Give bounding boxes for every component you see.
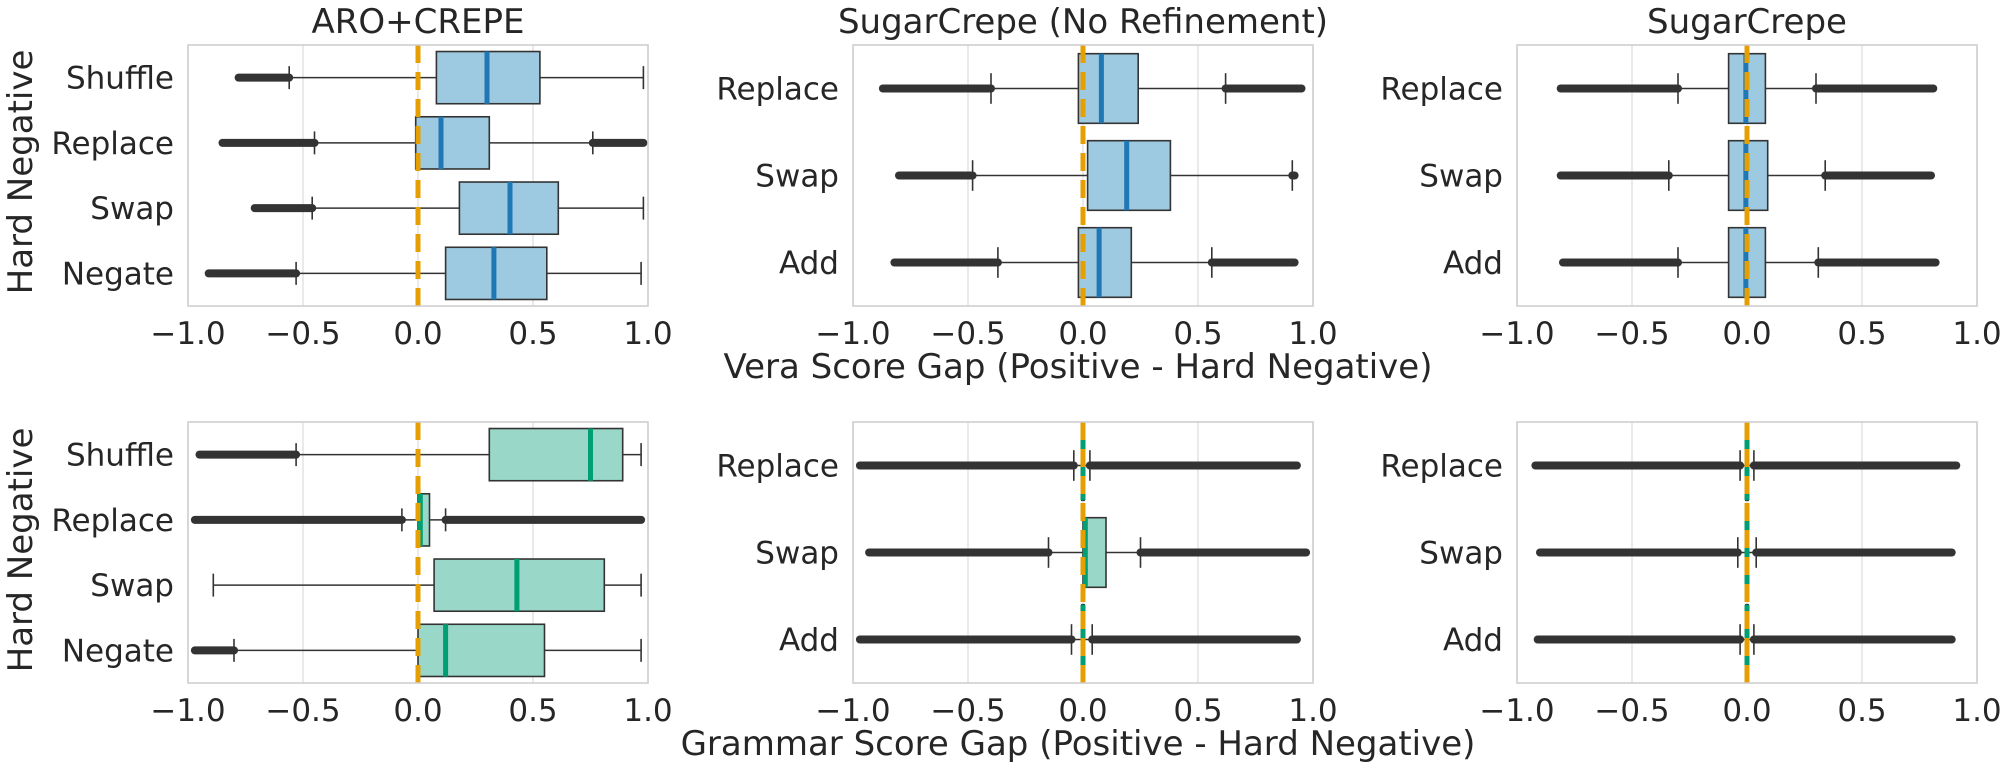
category-label: Swap [90,191,174,227]
category-label: Add [1443,623,1503,659]
box-swap [895,139,1299,212]
panel-title: SugarCrepe (No Refinement) [838,2,1328,42]
category-label: Replace [51,503,174,539]
panel-frame [1516,421,1978,684]
category-label: Swap [755,536,839,572]
x-tick-label: −0.5 [1594,316,1669,352]
x-tick-label: −1.0 [815,316,890,352]
panel-frame [852,421,1314,684]
category-label: Shuffle [66,438,174,474]
x-tick-label: 0.5 [1837,693,1886,729]
box-shuffle [195,427,642,482]
category-label: Replace [1380,72,1503,108]
panel-frame [187,421,649,684]
x-tick-label: 0.0 [1058,316,1107,352]
x-tick-label: 0.0 [1722,316,1771,352]
x-tick-label: 1.0 [623,316,672,352]
iqr-box [417,623,546,678]
iqr-box [414,115,491,170]
category-label: Replace [51,126,174,162]
category-label: Replace [716,72,839,108]
category-label: Replace [1380,449,1503,485]
panel-frame [187,44,649,307]
box-swap [1556,139,1935,212]
box-replace [855,429,1301,502]
x-tick-label: 1.0 [1288,316,1337,352]
box-swap [1536,516,1956,589]
box-replace [1556,52,1938,125]
x-tick-label: −1.0 [1479,693,1554,729]
category-label: Add [779,623,839,659]
box-swap [865,516,1311,589]
x-tick-label: 0.5 [1173,316,1222,352]
category-label: Shuffle [66,61,174,97]
box-replace [218,115,648,170]
iqr-box [1077,226,1133,299]
box-negate [190,623,642,678]
panel-grammar-sugarcrepe-norefine: Replace Swap Add −1.0 −0.5 0.0 0.5 1.0 [716,421,1338,729]
category-label: Add [1443,246,1503,282]
box-swap [212,558,642,613]
x-tick-label: 0.0 [1722,693,1771,729]
panel-vera-sugarcrepe-norefine: Replace Swap Add −1.0 −0.5 0.0 0.5 1.0 SugarCrep… [716,2,1337,352]
category-label: Negate [62,256,174,292]
box-shuffle [234,50,645,105]
xlabel-grammar: Grammar Score Gap (Positive - Hard Negat… [681,724,1476,764]
category-label: Add [779,246,839,282]
category-label: Replace [716,449,839,485]
x-tick-label: 0.0 [393,693,442,729]
x-tick-label: 0.0 [1058,693,1107,729]
panel-frame [1516,44,1978,307]
x-tick-label: −0.5 [265,316,340,352]
iqr-box [1077,52,1140,125]
panel-grammar-aro-crepe: Shuffle Replace Swap Negate −1.0 −0.5 0.0 0.5 1.… [51,421,673,729]
panel-frame [852,44,1314,307]
category-label: Swap [1419,536,1503,572]
panel-grammar-sugarcrepe: Replace Swap Add −1.0 −0.5 0.0 0.5 1.0 [1380,421,2002,729]
panel-vera-sugarcrepe: Replace Swap Add −1.0 −0.5 0.0 0.5 1.0 SugarCrep… [1380,2,2001,352]
x-tick-label: −0.5 [1594,693,1669,729]
x-tick-label: 0.5 [508,316,557,352]
x-tick-label: −1.0 [1479,316,1554,352]
x-tick-label: −1.0 [150,693,225,729]
x-tick-label: 1.0 [1288,693,1337,729]
x-tick-label: 0.5 [1173,693,1222,729]
panel-vera-aro-crepe: Shuffle Replace Swap Negate −1.0 −0.5 0.0 0.5 1.… [51,2,672,352]
x-tick-label: 1.0 [1952,693,2001,729]
panel-title: ARO+CREPE [312,2,525,42]
panels: Shuffle Replace Swap Negate −1.0 −0.5 0.0 0.5 1.… [51,2,2001,729]
box-add [890,226,1299,299]
box-add [855,603,1301,676]
xlabel-vera: Vera Score Gap (Positive - Hard Negative… [723,347,1432,387]
x-tick-label: 0.0 [393,316,442,352]
x-tick-label: 1.0 [623,693,672,729]
x-tick-label: −0.5 [265,693,340,729]
box-swap [250,181,645,236]
panel-title: SugarCrepe [1647,2,1847,42]
category-label: Negate [62,633,174,669]
category-label: Swap [90,568,174,604]
category-label: Swap [755,159,839,195]
category-label: Swap [1419,159,1503,195]
x-tick-label: 0.5 [508,693,557,729]
x-tick-label: 1.0 [1952,316,2001,352]
x-tick-label: −1.0 [150,316,225,352]
x-tick-label: −0.5 [930,316,1005,352]
iqr-box [488,427,624,482]
x-tick-label: −1.0 [815,693,890,729]
box-replace [878,52,1306,125]
box-negate [204,246,642,301]
row-ylabel-top: Hard Negative [1,50,41,295]
row-ylabel-bottom: Hard Negative [1,428,41,673]
x-tick-label: 0.5 [1837,316,1886,352]
x-tick-label: −0.5 [930,693,1005,729]
box-replace [190,492,646,547]
